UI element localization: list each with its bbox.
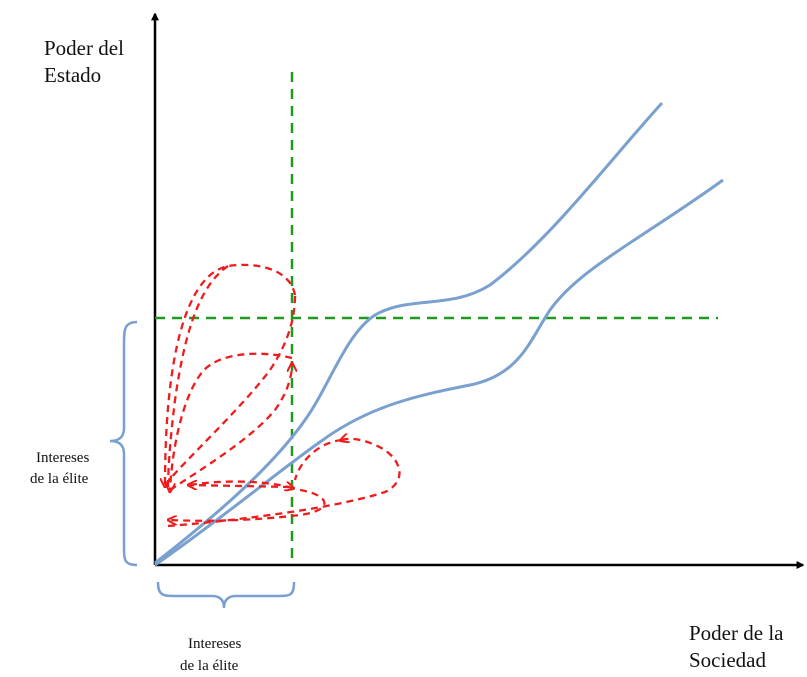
y-axis-label-line2: Estado [44, 63, 101, 87]
bottom-brace-label-line1: Intereses [188, 636, 241, 652]
red-loop-middle [170, 352, 293, 490]
red-loop-upper-left [166, 265, 229, 491]
bottom-brace [156, 581, 296, 609]
left-brace-label-line1: Intereses [36, 450, 89, 466]
red-loop-top-inner [164, 294, 297, 486]
red-loop-lower-small-return [189, 480, 292, 488]
bottom-brace-label-line2: de la élite [180, 658, 239, 674]
elite-interest-loops [164, 263, 401, 528]
red-loop-top [165, 263, 297, 485]
left-brace [109, 320, 138, 567]
red-loop-lower-small [190, 485, 291, 487]
upper-blue-curve [154, 101, 664, 565]
red-loop-middle-inner [169, 365, 292, 491]
red-loop-bottom [170, 488, 326, 521]
x-axis-label-line1: Poder de la [689, 621, 784, 645]
lower-blue-curve [154, 178, 724, 567]
red-loop-right [167, 439, 401, 528]
y-axis-label-line1: Poder del [44, 36, 124, 60]
red-loop-right-inner [293, 438, 343, 481]
x-axis-label-line2: Sociedad [689, 648, 766, 672]
left-brace-label-line2: de la élite [30, 471, 89, 487]
